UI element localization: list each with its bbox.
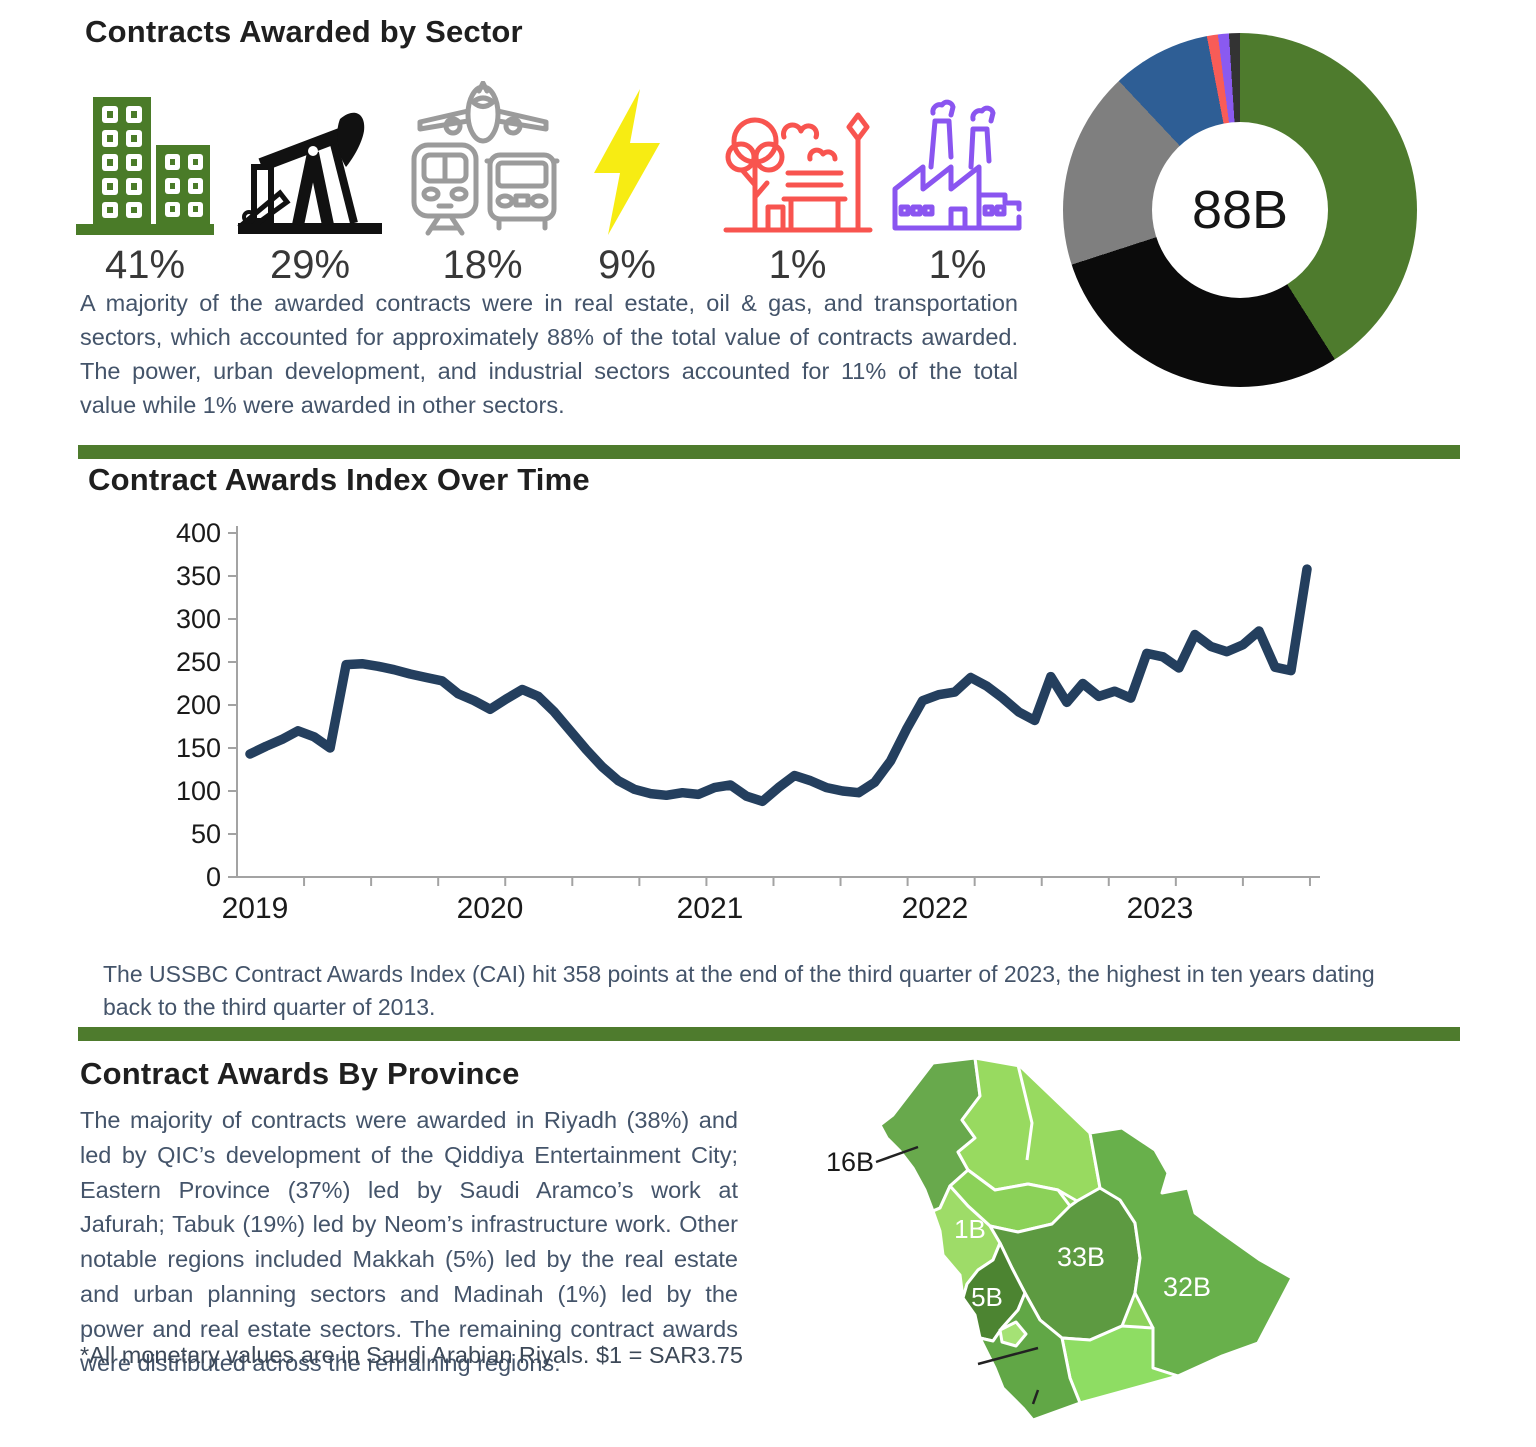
park-icon [715, 85, 880, 237]
sector-urban-development: 1% [715, 85, 880, 288]
sector-percent: 18% [442, 243, 523, 287]
svg-text:250: 250 [176, 647, 221, 677]
map-label-riyadh: 33B [1057, 1242, 1105, 1272]
map-leader-line-jazan [1031, 1389, 1040, 1405]
cai-section-title: Contract Awards Index Over Time [88, 462, 590, 497]
province-section-title: Contract Awards By Province [80, 1056, 520, 1091]
oil-pump-icon [225, 85, 395, 237]
x-axis-year-label: 2022 [902, 892, 969, 925]
cai-caption: The USSBC Contract Awards Index (CAI) hi… [103, 961, 1375, 1020]
section-divider [78, 1027, 1460, 1041]
sector-percent: 29% [269, 243, 351, 287]
sector-transportation: 18% [395, 81, 570, 288]
cai-line-chart: 0 50 100 150 200 250 300 350 400 2019 2020 2021 2022… [176, 518, 1320, 925]
svg-text:400: 400 [176, 518, 221, 548]
sector-percent: 1% [768, 243, 827, 287]
map-region-eastern [1088, 1126, 1294, 1378]
map-border-north-divider [1016, 1064, 1034, 1161]
map-leader-line-tabuk [875, 1145, 919, 1164]
sector-percent: 41% [104, 243, 186, 287]
svg-text:300: 300 [176, 604, 221, 634]
sector-industrial: 1% [880, 85, 1035, 288]
map-label-eastern: 32B [1163, 1272, 1211, 1302]
svg-text:100: 100 [176, 776, 221, 806]
factory-icon [880, 85, 1035, 237]
transportation-icon [395, 81, 570, 237]
cai-index-line [245, 564, 1312, 807]
svg-text:200: 200 [176, 690, 221, 720]
map-label-madinah: 1B [954, 1214, 986, 1244]
buildings-icon [65, 85, 225, 237]
x-axis-year-label: 2023 [1127, 892, 1194, 925]
map-leader-line-bahah [977, 1346, 1039, 1366]
sector-section-title: Contracts Awarded by Sector [85, 14, 523, 49]
province-paragraph: The majority of contracts were awarded i… [80, 1107, 738, 1377]
donut-center-label: 88B [1191, 180, 1289, 240]
lightning-icon [572, 85, 682, 237]
sector-power: 9% [572, 85, 682, 288]
sector-oil-and-gas: 29% [225, 85, 395, 288]
map-label-tabuk: 16B [826, 1147, 874, 1177]
svg-text:50: 50 [191, 819, 221, 849]
saudi-province-map: 16B 1B 33B 32B 5B [826, 1056, 1294, 1422]
map-label-makkah: 5B [971, 1282, 1003, 1312]
x-axis-year-label: 2020 [457, 892, 524, 925]
sector-donut-chart: 88B [1063, 33, 1417, 387]
x-axis-year-label: 2019 [222, 892, 289, 925]
donut-hole: 88B [1152, 122, 1328, 298]
sector-percent: 9% [598, 243, 656, 287]
x-axis-year-label: 2021 [677, 892, 744, 925]
svg-text:0: 0 [206, 862, 221, 892]
monetary-footnote: *All monetary values are in Saudi Arabia… [80, 1342, 743, 1368]
section-divider [78, 445, 1460, 459]
sector-paragraph: A majority of the awarded contracts were… [80, 290, 1018, 419]
map-region-bahah [998, 1320, 1028, 1348]
svg-text:150: 150 [176, 733, 221, 763]
sector-percent: 1% [928, 243, 987, 287]
sector-real-estate: 41% [65, 85, 225, 288]
svg-text:350: 350 [176, 561, 221, 591]
